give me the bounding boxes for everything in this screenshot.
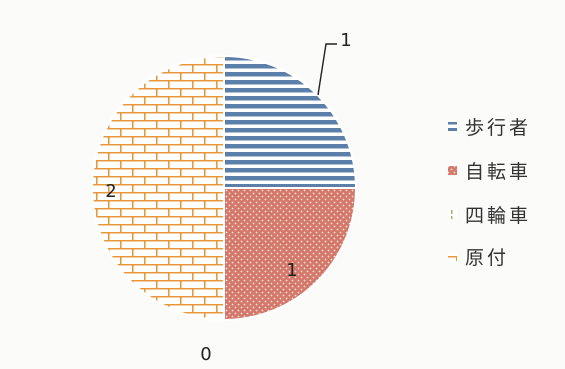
legend-label: 自転車 (465, 161, 531, 183)
legend-walker: 歩行者 (448, 117, 531, 139)
legend-moped: 原付 (448, 247, 509, 269)
legend-swatch (448, 252, 457, 261)
legend-label: 四輪車 (465, 205, 531, 227)
data-label-car: 0 (200, 344, 211, 365)
legend-label: 原付 (465, 247, 509, 269)
slice-moped (91, 54, 225, 322)
slice-bicycle (223, 187, 358, 322)
slice-walker (223, 54, 358, 189)
legend-swatch (448, 122, 457, 131)
legend-bicycle: 自転車 (448, 161, 531, 183)
legend-swatch (448, 210, 457, 219)
data-label-bicycle: 1 (286, 260, 297, 281)
legend-label: 歩行者 (465, 117, 531, 139)
legend-swatch (448, 166, 457, 175)
leader-line (317, 43, 337, 96)
legend-car: 四輪車 (448, 205, 531, 227)
data-label-walker: 1 (340, 30, 351, 51)
data-label-moped: 2 (105, 181, 116, 202)
